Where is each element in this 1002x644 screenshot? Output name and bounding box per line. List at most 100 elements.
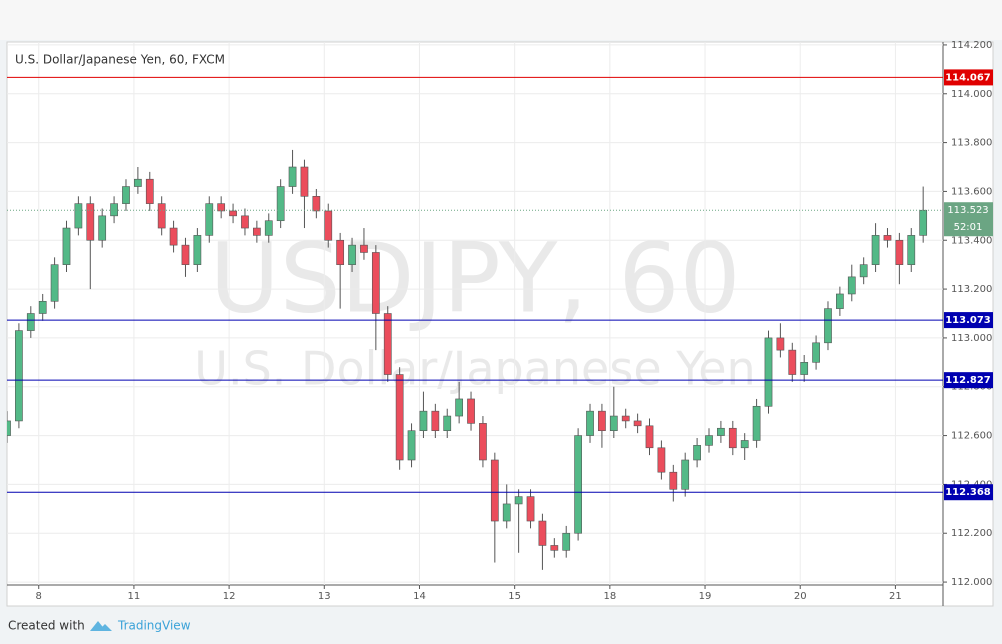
candle-body	[776, 337, 785, 351]
x-tick-label: 18	[603, 591, 616, 602]
candle-body	[514, 496, 523, 505]
candle-body	[145, 178, 154, 204]
x-tick-label: 15	[508, 591, 521, 602]
level-tag	[944, 312, 993, 329]
candle-body	[276, 186, 285, 222]
candle-body	[348, 244, 356, 265]
candle-body	[859, 264, 868, 278]
y-tick-label: 113.800	[951, 138, 992, 149]
candle-body	[705, 435, 713, 446]
candle-body	[502, 503, 511, 522]
candle-body	[26, 313, 35, 331]
candle-body	[538, 520, 547, 546]
top-bar	[0, 0, 1002, 40]
y-tick-label: 113.600	[951, 186, 992, 197]
candle-body	[812, 342, 820, 363]
level-tag-label: 112.827	[945, 375, 991, 386]
candle-body	[479, 423, 487, 461]
chart-title: U.S. Dollar/Japanese Yen, 60, FXCM	[15, 53, 225, 67]
x-tick-label: 13	[318, 591, 331, 602]
candle-body	[157, 203, 166, 229]
x-tick-label: 12	[223, 591, 236, 602]
candle-body	[752, 405, 761, 441]
candle-body	[383, 313, 392, 375]
level-tag-label: 114.067	[945, 72, 991, 83]
candle-body	[419, 410, 428, 431]
candle-body	[134, 178, 142, 187]
candle-body	[241, 215, 249, 229]
candle-body	[217, 203, 226, 212]
x-tick-label: 11	[128, 591, 141, 602]
candle-body	[395, 374, 404, 461]
y-tick-label: 112.200	[951, 528, 992, 539]
candle-body	[407, 430, 416, 461]
candle-body	[824, 308, 832, 344]
y-tick-label: 112.600	[951, 431, 992, 442]
candle-body	[360, 244, 368, 253]
candle-body	[431, 410, 440, 431]
x-tick-label: 19	[699, 591, 712, 602]
candle-body	[919, 209, 928, 236]
candle-body	[122, 186, 130, 204]
candle-body	[562, 532, 571, 551]
candle-body	[550, 545, 559, 551]
y-tick-label: 112.000	[951, 577, 992, 588]
candle-body	[205, 203, 214, 236]
watermark-symbol: USDJPY, 60	[209, 222, 740, 334]
candle-body	[252, 227, 261, 236]
candle-body	[907, 235, 916, 265]
candle-body	[455, 398, 464, 417]
candle-body	[609, 415, 618, 431]
candle-body	[657, 447, 666, 473]
candle-body	[181, 244, 190, 265]
candle-body	[490, 459, 499, 522]
candle-body	[633, 420, 642, 427]
last-price-label: 113.523	[947, 205, 988, 216]
candle-body	[871, 235, 880, 265]
footer-brand[interactable]: TradingView	[117, 619, 191, 633]
countdown-label: 52:01	[954, 222, 983, 233]
candle-body	[15, 330, 23, 422]
candle-body	[169, 227, 178, 246]
candle-body	[800, 362, 809, 375]
candle-body	[621, 415, 630, 422]
candle-body	[300, 166, 309, 197]
y-tick-label: 113.000	[951, 333, 992, 344]
candle-body	[717, 427, 725, 436]
x-tick-label: 20	[794, 591, 807, 602]
candle-body	[371, 252, 380, 314]
level-tag	[944, 69, 993, 86]
level-tag-label: 113.073	[945, 315, 991, 326]
level-tag	[944, 372, 993, 389]
level-tag-label: 112.368	[945, 487, 991, 498]
candle-body	[740, 440, 749, 449]
y-tick-label: 114.000	[951, 89, 992, 100]
candle-body	[443, 415, 452, 431]
candle-body	[645, 425, 654, 449]
candle-body	[574, 435, 582, 534]
candle-body	[288, 166, 297, 187]
plot-area: USDJPY, 60 U.S. Dollar/Japanese Yen	[7, 42, 943, 585]
candle-body	[7, 420, 11, 436]
candle-body	[895, 239, 904, 265]
candle-body	[86, 203, 95, 241]
watermark-description: U.S. Dollar/Japanese Yen	[194, 342, 755, 396]
candle-body	[312, 196, 321, 212]
y-tick-label: 113.400	[951, 235, 992, 246]
x-tick-label: 21	[889, 591, 902, 602]
candle-body	[336, 239, 345, 265]
y-tick-label: 114.200	[951, 40, 992, 51]
candle-body	[110, 203, 118, 217]
candle-body	[669, 471, 678, 490]
axis-layer: 112.000112.200112.400112.600112.800113.0…	[36, 40, 993, 602]
candle-body	[681, 459, 690, 490]
candle-body	[229, 210, 237, 217]
candle-body	[62, 227, 71, 265]
candle-body	[883, 235, 892, 241]
tradingview-logo	[90, 621, 112, 631]
candle-body	[526, 496, 535, 522]
candle-body	[50, 264, 59, 302]
candle-body	[598, 410, 606, 431]
candle-body	[264, 220, 273, 236]
